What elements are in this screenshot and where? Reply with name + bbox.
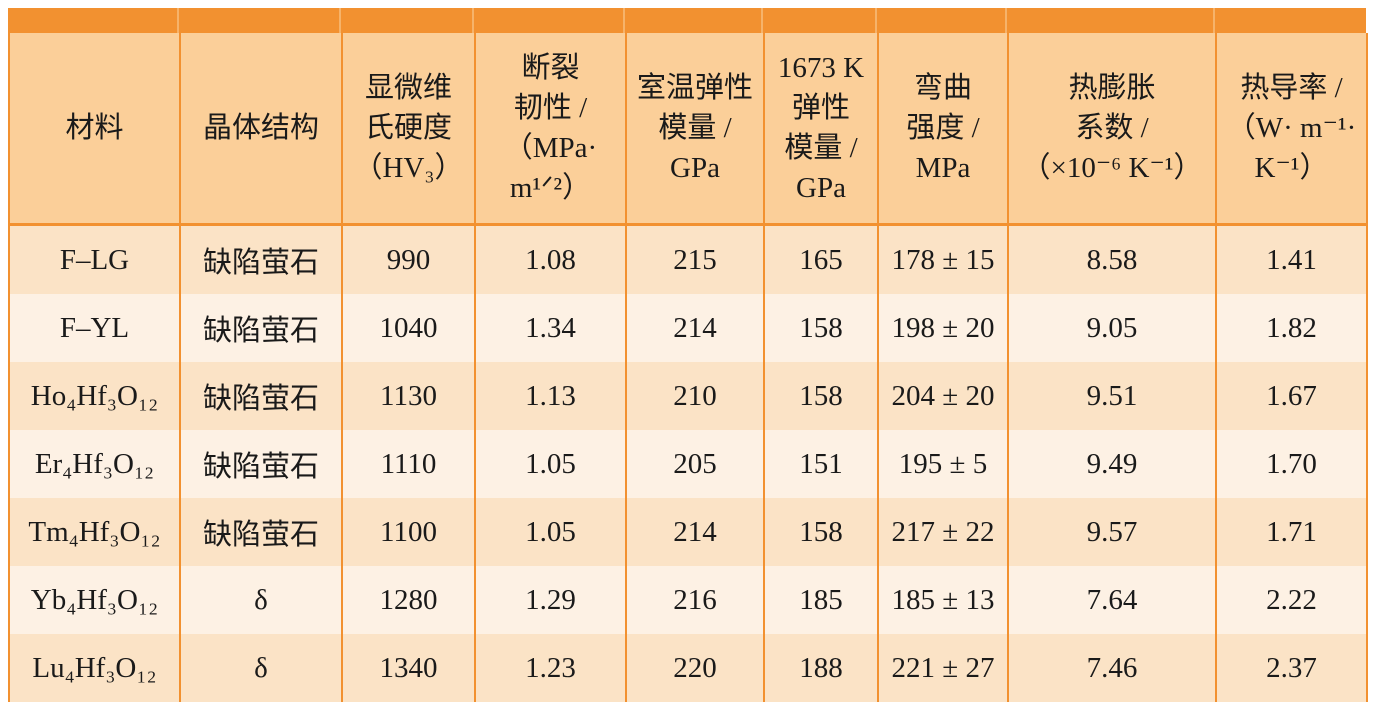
cell-modulus-rt: 216	[625, 566, 765, 634]
table-top-bar	[8, 8, 1366, 33]
header-modulus-room-temp: 室温弹性 模量 / GPa	[625, 33, 765, 226]
cell-toughness: 1.05	[474, 430, 627, 498]
properties-table-container: 材料 晶体结构 显微维 氏硬度 （HV₃） 断裂 韧性 / （MPa· m¹ᐟ²…	[8, 8, 1368, 702]
cell-toughness: 1.05	[474, 498, 627, 566]
table-row: Yb₄Hf₃O₁₂ δ 1280 1.29 216 185 185 ± 13 7…	[8, 566, 1368, 634]
cell-hardness: 1340	[341, 634, 476, 702]
header-flexural-strength: 弯曲 强度 / MPa	[877, 33, 1009, 226]
cell-cte: 9.49	[1007, 430, 1217, 498]
cell-material: Tm₄Hf₃O₁₂	[8, 498, 181, 566]
cell-material: Yb₄Hf₃O₁₂	[8, 566, 181, 634]
cell-material: F–LG	[8, 224, 181, 294]
cell-structure: δ	[179, 566, 343, 634]
cell-cte: 7.64	[1007, 566, 1217, 634]
cell-material: Er₄Hf₃O₁₂	[8, 430, 181, 498]
table-row: F–YL 缺陷萤石 1040 1.34 214 158 198 ± 20 9.0…	[8, 294, 1368, 362]
cell-modulus-rt: 215	[625, 224, 765, 294]
cell-modulus-1673: 158	[763, 362, 879, 430]
cell-hardness: 1110	[341, 430, 476, 498]
cell-cte: 9.51	[1007, 362, 1217, 430]
cell-modulus-rt: 205	[625, 430, 765, 498]
cell-material: Lu₄Hf₃O₁₂	[8, 634, 181, 702]
cell-modulus-rt: 210	[625, 362, 765, 430]
header-fracture-toughness: 断裂 韧性 / （MPa· m¹ᐟ²）	[474, 33, 627, 226]
cell-modulus-rt: 214	[625, 498, 765, 566]
cell-strength: 204 ± 20	[877, 362, 1009, 430]
cell-conductivity: 1.71	[1215, 498, 1368, 566]
table-row: Tm₄Hf₃O₁₂ 缺陷萤石 1100 1.05 214 158 217 ± 2…	[8, 498, 1368, 566]
cell-modulus-1673: 158	[763, 498, 879, 566]
cell-modulus-1673: 188	[763, 634, 879, 702]
cell-structure: 缺陷萤石	[179, 294, 343, 362]
header-crystal-structure: 晶体结构	[179, 33, 343, 226]
cell-modulus-rt: 214	[625, 294, 765, 362]
header-row: 材料 晶体结构 显微维 氏硬度 （HV₃） 断裂 韧性 / （MPa· m¹ᐟ²…	[8, 33, 1368, 226]
header-thermal-expansion: 热膨胀 系数 / （×10⁻⁶ K⁻¹）	[1007, 33, 1217, 226]
cell-toughness: 1.34	[474, 294, 627, 362]
table-row: Lu₄Hf₃O₁₂ δ 1340 1.23 220 188 221 ± 27 7…	[8, 634, 1368, 702]
cell-strength: 198 ± 20	[877, 294, 1009, 362]
cell-structure: 缺陷萤石	[179, 430, 343, 498]
cell-strength: 217 ± 22	[877, 498, 1009, 566]
cell-modulus-rt: 220	[625, 634, 765, 702]
header-thermal-conductivity: 热导率 / （W· m⁻¹· K⁻¹）	[1215, 33, 1368, 226]
table-row: F–LG 缺陷萤石 990 1.08 215 165 178 ± 15 8.58…	[8, 224, 1368, 294]
cell-modulus-1673: 165	[763, 224, 879, 294]
cell-modulus-1673: 158	[763, 294, 879, 362]
cell-cte: 9.57	[1007, 498, 1217, 566]
cell-strength: 178 ± 15	[877, 224, 1009, 294]
cell-toughness: 1.13	[474, 362, 627, 430]
cell-cte: 7.46	[1007, 634, 1217, 702]
cell-strength: 195 ± 5	[877, 430, 1009, 498]
cell-structure: 缺陷萤石	[179, 224, 343, 294]
cell-modulus-1673: 185	[763, 566, 879, 634]
table-row: Er₄Hf₃O₁₂ 缺陷萤石 1110 1.05 205 151 195 ± 5…	[8, 430, 1368, 498]
cell-hardness: 1100	[341, 498, 476, 566]
properties-table: 材料 晶体结构 显微维 氏硬度 （HV₃） 断裂 韧性 / （MPa· m¹ᐟ²…	[8, 33, 1368, 702]
cell-strength: 185 ± 13	[877, 566, 1009, 634]
cell-cte: 9.05	[1007, 294, 1217, 362]
cell-conductivity: 1.41	[1215, 224, 1368, 294]
cell-hardness: 1040	[341, 294, 476, 362]
cell-conductivity: 2.37	[1215, 634, 1368, 702]
cell-conductivity: 1.70	[1215, 430, 1368, 498]
cell-modulus-1673: 151	[763, 430, 879, 498]
cell-structure: 缺陷萤石	[179, 498, 343, 566]
cell-conductivity: 1.82	[1215, 294, 1368, 362]
header-material: 材料	[8, 33, 181, 226]
cell-strength: 221 ± 27	[877, 634, 1009, 702]
cell-structure: δ	[179, 634, 343, 702]
cell-toughness: 1.08	[474, 224, 627, 294]
cell-toughness: 1.23	[474, 634, 627, 702]
cell-conductivity: 2.22	[1215, 566, 1368, 634]
cell-structure: 缺陷萤石	[179, 362, 343, 430]
cell-toughness: 1.29	[474, 566, 627, 634]
header-vickers-hardness: 显微维 氏硬度 （HV₃）	[341, 33, 476, 226]
cell-hardness: 1280	[341, 566, 476, 634]
cell-material: Ho₄Hf₃O₁₂	[8, 362, 181, 430]
cell-cte: 8.58	[1007, 224, 1217, 294]
table-row: Ho₄Hf₃O₁₂ 缺陷萤石 1130 1.13 210 158 204 ± 2…	[8, 362, 1368, 430]
cell-hardness: 990	[341, 224, 476, 294]
cell-hardness: 1130	[341, 362, 476, 430]
header-modulus-1673k: 1673 K 弹性 模量 / GPa	[763, 33, 879, 226]
cell-conductivity: 1.67	[1215, 362, 1368, 430]
cell-material: F–YL	[8, 294, 181, 362]
